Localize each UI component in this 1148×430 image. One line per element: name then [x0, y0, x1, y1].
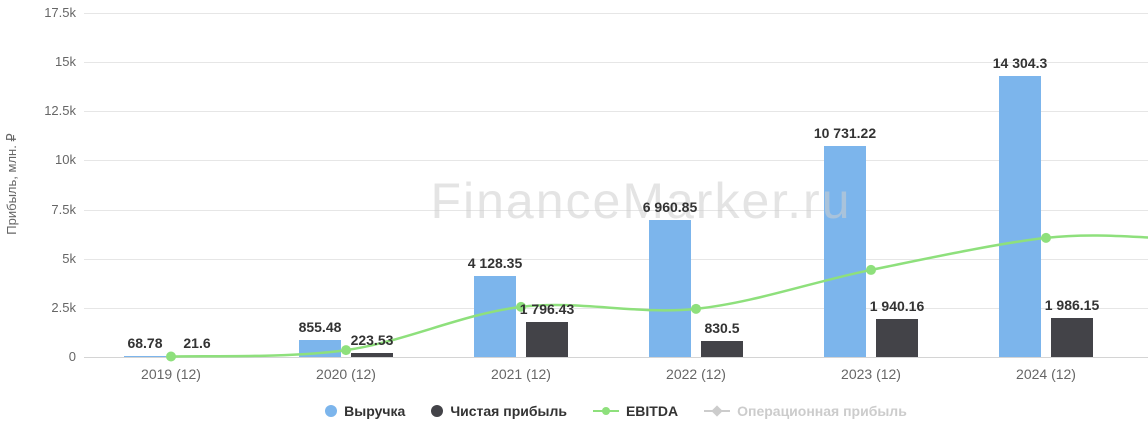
y-tick-label: 12.5k: [44, 103, 76, 119]
circle-marker-icon: [601, 407, 610, 415]
revenue-bar[interactable]: [649, 220, 691, 357]
net-profit-bar[interactable]: [526, 321, 568, 357]
legend-label: EBITDA: [625, 403, 679, 419]
bar-value-label: 855.48: [298, 319, 342, 336]
ebitda-point-marker[interactable]: [166, 351, 176, 362]
legend-line-marker-icon: [592, 405, 619, 417]
net-profit-bar[interactable]: [876, 318, 918, 357]
bar-value-label: 21.6: [183, 335, 211, 351]
ebitda-point-marker[interactable]: [691, 303, 701, 314]
x-tick-label: 2022 (12): [666, 366, 726, 382]
ebitda-point-marker[interactable]: [516, 301, 526, 312]
legend-item-revenue[interactable]: Выручка: [325, 403, 405, 419]
x-axis-baseline: [84, 357, 1148, 358]
legend-line-marker-icon: [704, 405, 731, 417]
gridline: [84, 62, 1148, 64]
revenue-bar[interactable]: [999, 75, 1041, 357]
ebitda-point-marker[interactable]: [866, 264, 876, 275]
bar-value-label: 10 731.22: [813, 125, 877, 142]
legend: Выручка Чистая прибыль EBITDA Операционная …: [84, 403, 1148, 419]
bar-value-label: 1 796.43: [519, 300, 575, 317]
diamond-marker-icon: [711, 405, 723, 417]
y-tick-label: 10k: [55, 152, 76, 168]
legend-item-operating-profit[interactable]: Операционная прибыль: [704, 403, 907, 419]
net-profit-bar[interactable]: [1051, 317, 1093, 357]
x-tick-label: 2023 (12): [841, 366, 901, 382]
gridline: [84, 209, 1148, 211]
bar-value-label: 223.53: [350, 331, 394, 348]
legend-label: Выручка: [344, 403, 406, 419]
y-tick-label: 7.5k: [51, 201, 76, 217]
revenue-bar[interactable]: [474, 275, 516, 357]
legend-circle-swatch-icon: [325, 405, 338, 417]
legend-circle-swatch-icon: [431, 405, 444, 417]
y-tick-label: 0: [68, 349, 76, 364]
x-tick-label: 2024 (12): [1016, 366, 1076, 382]
legend-item-net-profit[interactable]: Чистая прибыль: [431, 403, 567, 419]
bar-value-label: 1 986.15: [1044, 296, 1100, 313]
net-profit-bar[interactable]: [351, 352, 393, 357]
bar-value-label: 68.78: [127, 334, 163, 351]
gridline: [84, 258, 1148, 260]
y-tick-label: 5k: [62, 250, 76, 266]
y-tick-label: 17.5k: [44, 5, 76, 20]
y-tick-label: 15k: [55, 54, 76, 70]
y-tick-label: 2.5k: [51, 299, 76, 315]
bar-value-label: 1 940.16: [869, 297, 925, 314]
revenue-bar[interactable]: [824, 146, 866, 357]
x-tick-label: 2020 (12): [316, 366, 376, 382]
x-tick-label: 2019 (12): [141, 366, 201, 382]
legend-label: Чистая прибыль: [450, 403, 567, 419]
bar-value-label: 4 128.35: [467, 254, 523, 271]
gridline: [84, 13, 1148, 14]
bar-value-label: 830.5: [704, 319, 740, 336]
legend-item-ebitda[interactable]: EBITDA: [592, 403, 679, 419]
legend-label: Операционная прибыль: [737, 403, 907, 419]
ebitda-point-marker[interactable]: [1041, 232, 1051, 243]
revenue-bar[interactable]: [124, 355, 166, 357]
gridline: [84, 160, 1148, 162]
ebitda-point-marker[interactable]: [341, 345, 351, 356]
gridline: [84, 111, 1148, 113]
bar-value-label: 6 960.85: [642, 199, 698, 216]
net-profit-bar[interactable]: [701, 340, 743, 357]
bar-value-label: 14 304.3: [992, 54, 1048, 71]
x-tick-label: 2021 (12): [491, 366, 551, 382]
